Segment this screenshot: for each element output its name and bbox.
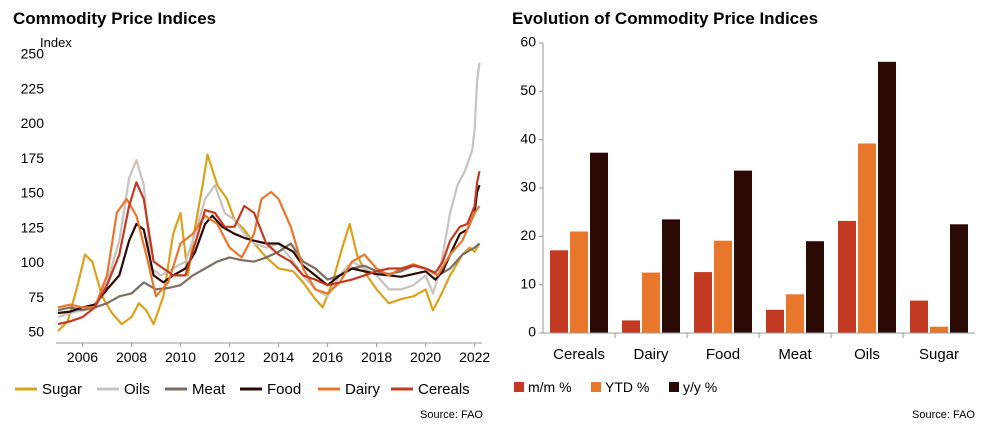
series-line-food [57,184,481,315]
line-chart-source: Source: FAO [420,409,483,421]
bar-oils-1 [858,143,876,333]
legend-label: Cereals [418,381,470,398]
x-tick-label: 2022 [459,349,490,365]
line-chart-ylabel: Index [40,35,72,50]
bar-meat-0 [766,309,784,333]
legend-swatch [669,382,679,392]
legend-label: m/m % [528,379,572,395]
x-tick-label: 2012 [214,349,245,365]
x-tick-label: 2020 [410,349,441,365]
bar-meat-1 [786,294,804,333]
legend-label: Meat [192,381,226,398]
series-line-cereals [57,170,481,326]
line-chart-title: Commodity Price Indices [13,9,216,28]
line-chart-series [57,62,481,332]
bar-meat-2 [806,241,824,333]
legend-label: Food [267,381,301,398]
x-tick-label: 2016 [312,349,343,365]
y-tick-label: 125 [21,219,45,235]
y-tick-label: 10 [520,275,536,291]
x-tick-label: 2018 [361,349,392,365]
bar-chart-bars [550,61,968,334]
line-chart: Commodity Price Indices Index 50 75 100 125… [13,9,490,421]
y-tick-label: 225 [21,80,45,96]
x-tick-label: 2006 [67,349,98,365]
x-category-label: Dairy [633,346,669,363]
y-tick-label: 175 [21,150,45,166]
y-tick-label: 75 [28,289,44,305]
bar-sugar-1 [930,326,948,333]
y-tick-label: 60 [520,34,536,50]
y-tick-label: 30 [520,179,536,195]
series-line-oils [57,62,481,319]
bar-food-1 [714,240,732,333]
y-tick-label: 100 [21,254,45,270]
legend-label: Oils [124,381,150,398]
y-tick-label: 0 [528,324,536,340]
line-chart-y-axis: 50 75 100 125 150 175 200 225 250 [21,46,45,340]
x-category-label: Meat [778,346,812,363]
line-chart-legend: Sugar Oils Meat Food Dairy Cereals [15,381,470,398]
y-tick-label: 40 [520,130,536,146]
legend-label: YTD % [605,379,649,395]
legend-swatch [514,382,524,392]
bar-food-2 [734,170,752,333]
y-tick-label: 50 [28,324,44,340]
bar-chart-legend: m/m % YTD % y/y % [514,379,717,395]
bar-chart-y-axis: 0 10 20 30 40 50 60 [520,34,544,340]
y-tick-label: 50 [520,82,536,98]
bar-food-0 [694,272,712,333]
legend-swatch [591,382,601,392]
line-chart-x-axis: 2006 2008 2010 2012 2014 2016 2018 2020 2022 [67,343,490,365]
bar-dairy-0 [622,320,640,333]
legend-label: y/y % [683,379,717,395]
bar-oils-0 [838,220,856,333]
x-tick-label: 2008 [116,349,147,365]
bar-chart: Evolution of Commodity Price Indices 0 10… [512,9,975,421]
bar-dairy-2 [662,219,680,333]
bar-chart-x-axis: Cereals Dairy Food Meat Oils Sugar [543,332,975,363]
x-category-label: Cereals [553,346,605,363]
x-tick-label: 2010 [165,349,196,365]
series-line-meat [57,242,481,312]
y-tick-label: 20 [520,227,536,243]
bar-sugar-2 [950,224,968,334]
bar-dairy-1 [642,272,660,333]
x-category-label: Oils [854,346,880,363]
bar-cereals-1 [570,231,588,333]
x-category-label: Sugar [919,346,959,363]
bar-cereals-2 [590,152,608,333]
y-tick-label: 200 [21,115,45,131]
y-tick-label: 250 [21,46,45,62]
series-line-dairy [57,190,481,309]
bar-oils-2 [878,61,896,334]
x-tick-label: 2014 [263,349,294,365]
bar-cereals-0 [550,250,568,333]
bar-sugar-0 [910,300,928,333]
bar-chart-source: Source: FAO [912,409,975,421]
y-tick-label: 150 [21,185,45,201]
x-category-label: Food [706,346,740,363]
legend-label: Dairy [345,381,381,398]
legend-label: Sugar [42,381,82,398]
bar-chart-title: Evolution of Commodity Price Indices [512,9,818,28]
